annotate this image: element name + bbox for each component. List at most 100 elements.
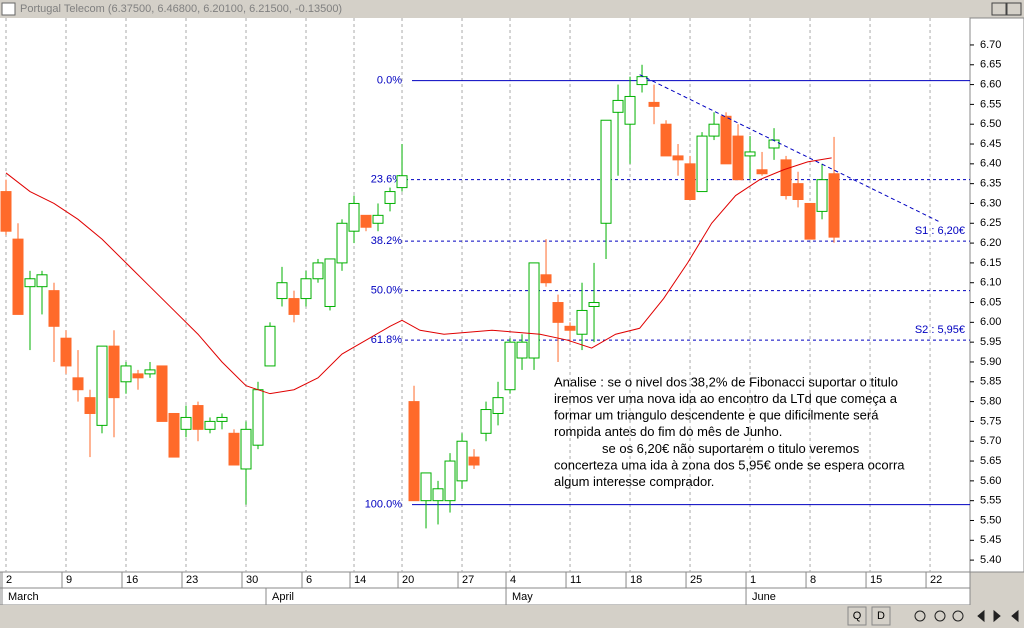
candle-body: [0, 191, 12, 232]
annotation-text: rompida antes do fim do mês de Junho.: [554, 424, 782, 439]
x-tick-label: 23: [186, 574, 198, 586]
candle-body: [432, 488, 444, 502]
candle-body: [408, 401, 420, 502]
candle-body: [384, 191, 396, 204]
annotation-text: Analise : se o nivel dos 38,2% de Fibona…: [554, 374, 898, 389]
candle-body: [252, 389, 264, 446]
candle-body: [36, 274, 48, 288]
candle-body: [84, 397, 96, 414]
x-tick-label: 9: [66, 574, 72, 586]
candle-body: [816, 179, 828, 212]
x-tick-label: 11: [570, 574, 581, 586]
candle-body: [72, 377, 84, 391]
candle-body: [588, 302, 600, 307]
candle-body: [396, 175, 408, 189]
annotation-text: formar um triangulo descendente e que di…: [554, 408, 879, 423]
y-tick-label: 5.65: [980, 455, 1001, 467]
moving-average: [5, 157, 832, 395]
candle-body: [48, 290, 60, 327]
candle-body: [132, 373, 144, 379]
candle-body: [420, 472, 432, 502]
restore-button[interactable]: [991, 2, 1007, 16]
candle-body: [720, 115, 732, 165]
window-icon[interactable]: [1, 2, 16, 16]
candle-body: [60, 337, 72, 367]
candle-body: [636, 76, 648, 86]
candle-body: [312, 262, 324, 280]
toolbar-button[interactable]: [871, 606, 891, 626]
x-tick-label: 22: [930, 574, 942, 586]
annotation-text: algum interesse comprador.: [554, 474, 714, 489]
x-tick-label: 16: [126, 574, 138, 586]
toolbar-icons[interactable]: [914, 609, 1019, 623]
y-tick-label: 6.45: [980, 138, 1001, 150]
candle-body: [516, 341, 528, 359]
candle-body: [300, 278, 312, 300]
toolbar-label: D: [877, 610, 885, 622]
candle-body: [108, 345, 120, 399]
candle-body: [624, 95, 636, 125]
candle-body: [492, 397, 504, 414]
candle-body: [768, 139, 780, 149]
candle-body: [528, 262, 540, 359]
x-tick-label: 25: [690, 574, 702, 586]
date-axis: [0, 571, 971, 589]
candle-body: [144, 369, 156, 375]
candle-body: [240, 428, 252, 470]
close-button[interactable]: [1006, 2, 1022, 16]
candle-body: [336, 222, 348, 264]
y-tick-label: 6.65: [980, 59, 1001, 71]
candle-body: [360, 214, 372, 228]
candle-body: [780, 159, 792, 197]
candle-body: [564, 325, 576, 331]
candle-body: [12, 238, 24, 315]
candle-body: [288, 298, 300, 315]
toolbar-label: Q: [853, 610, 862, 622]
candle-body: [456, 440, 468, 482]
x-tick-label: 2: [6, 574, 12, 586]
y-tick-label: 6.25: [980, 217, 1001, 229]
x-tick-label: 30: [246, 574, 258, 586]
y-tick-label: 6.50: [980, 118, 1001, 130]
y-tick-label: 5.70: [980, 435, 1001, 447]
candle-body: [792, 183, 804, 200]
x-tick-label: 27: [462, 574, 474, 586]
candle-body: [672, 155, 684, 161]
y-tick-label: 5.45: [980, 534, 1001, 546]
toolbar: [0, 605, 1024, 628]
price-axis: [969, 17, 1024, 573]
candle-body: [756, 169, 768, 175]
support-label: S1 : 6,20€: [915, 225, 965, 237]
fib-label: 23.6%: [371, 174, 402, 186]
y-tick-label: 5.90: [980, 356, 1001, 368]
candle-body: [156, 365, 168, 422]
month-axis: [0, 587, 971, 606]
x-tick-label: 18: [630, 574, 642, 586]
candle-body: [744, 151, 756, 157]
y-tick-label: 5.75: [980, 415, 1001, 427]
y-tick-label: 6.35: [980, 178, 1001, 190]
x-tick-label: 4: [510, 574, 516, 586]
candle-body: [684, 163, 696, 200]
candle-body: [660, 123, 672, 157]
x-tick-label: 15: [870, 574, 882, 586]
y-tick-label: 5.85: [980, 376, 1001, 388]
annotation-text: iremos ver uma nova ida ao encontro da L…: [554, 391, 898, 406]
candle-body: [180, 416, 192, 430]
fib-label: 50.0%: [371, 285, 402, 297]
candle-body: [96, 345, 108, 426]
y-tick-label: 6.40: [980, 158, 1001, 170]
toolbar-button[interactable]: [847, 606, 867, 626]
candle-body: [192, 405, 204, 430]
annotation-text: se os 6,20€ não suportarem o titulo vere…: [602, 441, 860, 456]
y-tick-label: 6.70: [980, 39, 1001, 51]
x-tick-label: 14: [354, 574, 366, 586]
candle-body: [444, 460, 456, 502]
candle-body: [480, 409, 492, 434]
candle-body: [204, 420, 216, 430]
candle-body: [348, 202, 360, 232]
candle-body: [324, 258, 336, 307]
y-tick-label: 6.30: [980, 197, 1001, 209]
candle-body: [828, 173, 840, 238]
